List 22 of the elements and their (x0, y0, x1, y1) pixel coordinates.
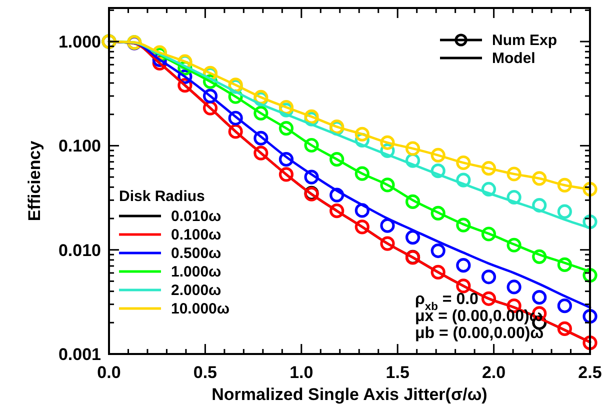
y-tick-label: 0.001 (58, 344, 101, 364)
annotation: Model (492, 50, 536, 67)
y-tick-label: 1.000 (58, 32, 101, 52)
legend-label: 0.100ω (171, 226, 222, 244)
x-tick-label: 1.5 (386, 363, 410, 382)
legend-label: 2.000ω (171, 282, 222, 299)
x-axis-title: Normalized Single Axis Jitter(σ/ω) (212, 385, 488, 404)
annotation: μb = (0.00,0.00)ω (415, 325, 544, 342)
legend-label: 10.000ω (171, 300, 230, 318)
x-tick-label: 2.0 (482, 363, 506, 382)
legend-title: Disk Radius (119, 188, 205, 205)
x-tick-label: 2.5 (578, 363, 602, 382)
y-axis-title: Efficiency (25, 140, 44, 222)
x-tick-label: 1.0 (290, 363, 314, 382)
annotation: Num Exp (492, 32, 558, 49)
y-tick-label: 0.010 (58, 240, 101, 260)
legend-label: 0.010ω (171, 208, 222, 225)
x-tick-label: 0.5 (193, 363, 218, 382)
y-tick-label: 0.100 (58, 136, 101, 156)
legend-label: 0.500ω (171, 245, 222, 262)
x-tick-label: 0.0 (97, 363, 121, 382)
legend-label: 1.000ω (171, 264, 222, 280)
